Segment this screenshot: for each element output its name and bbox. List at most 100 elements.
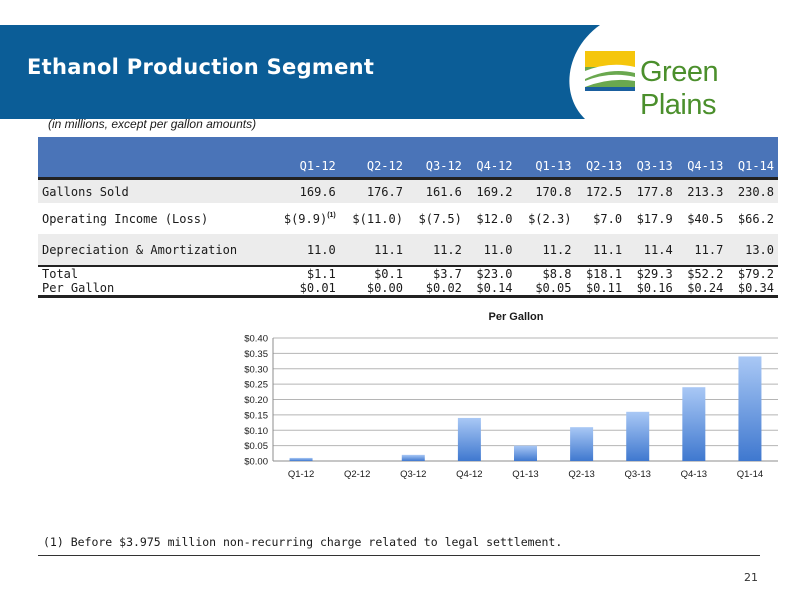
col-header: Q2-12 bbox=[339, 137, 407, 179]
x-tick-label: Q3-12 bbox=[400, 469, 426, 480]
cell: $8.8 bbox=[516, 265, 576, 281]
bar-Q4-13 bbox=[682, 387, 706, 461]
x-tick-label: Q4-13 bbox=[681, 469, 707, 480]
cell: 213.3 bbox=[676, 177, 728, 203]
cell: 11.7 bbox=[676, 234, 728, 266]
bar-Q1-12 bbox=[289, 457, 313, 461]
table-row: Total $1.1 $0.1 $3.7 $23.0 $8.8 $18.1 $2… bbox=[38, 265, 778, 281]
page-number: 21 bbox=[744, 571, 758, 584]
cell: $3.7 bbox=[406, 265, 466, 281]
cell: 176.7 bbox=[339, 177, 407, 203]
units-note: (in millions, except per gallon amounts) bbox=[48, 117, 257, 131]
green-plains-logo-icon bbox=[585, 51, 635, 91]
table-row: Operating Income (Loss) $(9.9)(1) $(11.0… bbox=[38, 203, 778, 234]
col-header: Q4-13 bbox=[676, 137, 728, 179]
page-title: Ethanol Production Segment bbox=[27, 55, 375, 79]
cell: $23.0 bbox=[465, 265, 517, 281]
cell: $0.00 bbox=[339, 281, 407, 298]
row-label: Depreciation & Amortization bbox=[38, 234, 272, 266]
bar-Q3-13 bbox=[626, 411, 650, 461]
header-bar: Ethanol Production Segment Green Plains bbox=[0, 25, 800, 119]
cell: $0.05 bbox=[516, 281, 576, 298]
table-row: Per Gallon $0.01 $0.00 $0.02 $0.14 $0.05… bbox=[38, 281, 778, 298]
y-tick-label: $0.20 bbox=[244, 395, 268, 406]
row-label: Total bbox=[38, 265, 272, 281]
cell: $0.1 bbox=[339, 265, 407, 281]
header-label-cell bbox=[38, 137, 272, 179]
y-tick-label: $0.05 bbox=[244, 441, 268, 452]
cell: $79.2 bbox=[727, 265, 778, 281]
cell: 13.0 bbox=[727, 234, 778, 266]
footnote: (1) Before $3.975 million non-recurring … bbox=[43, 535, 563, 549]
cell: $29.3 bbox=[626, 265, 677, 281]
bar-Q3-12 bbox=[401, 454, 425, 461]
y-tick-label: $0.30 bbox=[244, 364, 268, 375]
cell: 11.2 bbox=[516, 234, 576, 266]
table-row: Gallons Sold 169.6 176.7 161.6 169.2 170… bbox=[38, 177, 778, 203]
y-tick-label: $0.25 bbox=[244, 380, 268, 391]
cell: $40.5 bbox=[676, 203, 728, 234]
cell: 11.1 bbox=[339, 234, 407, 266]
footnote-marker: (1) bbox=[327, 211, 336, 219]
col-header: Q3-12 bbox=[406, 137, 466, 179]
y-tick-label: $0.00 bbox=[244, 457, 268, 468]
y-tick-label: $0.10 bbox=[244, 426, 268, 437]
financial-table: Q1-12 Q2-12 Q3-12 Q4-12 Q1-13 Q2-13 Q3-1… bbox=[38, 137, 778, 298]
logo-background-shape bbox=[569, 25, 800, 119]
bar-Q4-12 bbox=[457, 417, 481, 461]
x-tick-label: Q2-12 bbox=[344, 469, 370, 480]
cell: 170.8 bbox=[516, 177, 576, 203]
cell: $7.0 bbox=[575, 203, 627, 234]
cell: $(11.0) bbox=[339, 203, 407, 234]
cell-value: $(9.9) bbox=[283, 211, 328, 226]
table-row: Depreciation & Amortization 11.0 11.1 11… bbox=[38, 234, 778, 266]
y-tick-label: $0.40 bbox=[244, 334, 268, 345]
row-label: Gallons Sold bbox=[38, 177, 272, 203]
logo-wordmark: Green Plains bbox=[640, 56, 719, 119]
cell: $18.1 bbox=[575, 265, 627, 281]
x-tick-label: Q2-13 bbox=[568, 469, 594, 480]
row-label: Operating Income (Loss) bbox=[38, 203, 272, 234]
cell: 169.6 bbox=[271, 177, 340, 203]
cell: 11.4 bbox=[626, 234, 677, 266]
x-tick-label: Q1-14 bbox=[737, 469, 763, 480]
col-header: Q1-13 bbox=[516, 137, 576, 179]
cell: $(2.3) bbox=[516, 203, 576, 234]
cell: $1.1 bbox=[271, 265, 340, 281]
cell: $0.01 bbox=[271, 281, 340, 298]
x-tick-label: Q1-12 bbox=[288, 469, 314, 480]
x-tick-label: Q4-12 bbox=[456, 469, 482, 480]
cell: $(9.9)(1) bbox=[271, 203, 340, 234]
col-header: Q1-14 bbox=[727, 137, 778, 179]
col-header: Q1-12 bbox=[271, 137, 340, 179]
cell: $0.14 bbox=[465, 281, 517, 298]
bar-Q2-13 bbox=[570, 427, 594, 461]
cell: $0.24 bbox=[676, 281, 728, 298]
cell: $(7.5) bbox=[406, 203, 466, 234]
cell: $17.9 bbox=[626, 203, 677, 234]
cell: $0.34 bbox=[727, 281, 778, 298]
cell: $0.11 bbox=[575, 281, 627, 298]
cell: 169.2 bbox=[465, 177, 517, 203]
y-tick-label: $0.35 bbox=[244, 349, 268, 360]
cell: $0.02 bbox=[406, 281, 466, 298]
chart-title: Per Gallon bbox=[488, 311, 543, 323]
bar-Q1-14 bbox=[738, 356, 762, 461]
cell: 11.1 bbox=[575, 234, 627, 266]
cell: 172.5 bbox=[575, 177, 627, 203]
cell: 11.2 bbox=[406, 234, 466, 266]
cell: 230.8 bbox=[727, 177, 778, 203]
cell: 177.8 bbox=[626, 177, 677, 203]
cell: 161.6 bbox=[406, 177, 466, 203]
y-tick-label: $0.15 bbox=[244, 410, 268, 421]
top-white-band bbox=[0, 0, 800, 25]
x-tick-label: Q1-13 bbox=[512, 469, 538, 480]
cell: $12.0 bbox=[465, 203, 517, 234]
cell: $66.2 bbox=[727, 203, 778, 234]
cell: 11.0 bbox=[465, 234, 517, 266]
bar-Q1-13 bbox=[514, 445, 537, 461]
x-tick-label: Q3-13 bbox=[625, 469, 651, 480]
row-label: Per Gallon bbox=[38, 281, 272, 298]
footer-divider bbox=[38, 555, 760, 556]
